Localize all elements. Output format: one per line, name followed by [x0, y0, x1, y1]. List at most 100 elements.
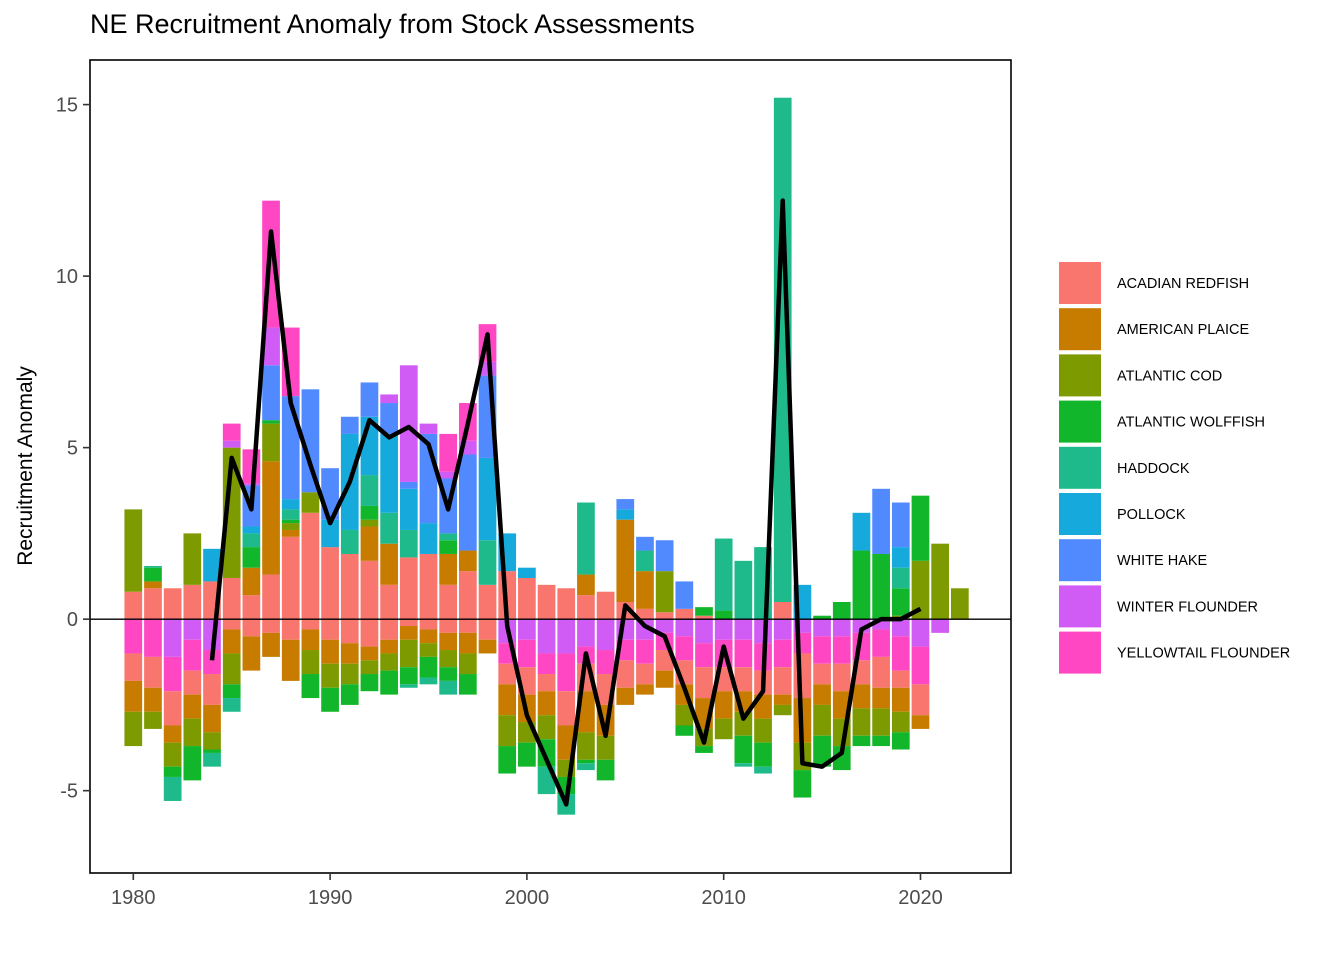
bar-segment-1989 [301, 512, 320, 620]
bar-segment-2007 [655, 571, 674, 613]
bar-segment-2000 [518, 742, 536, 767]
bar-segment-1991 [340, 619, 359, 644]
bar-segment-1981 [144, 687, 162, 712]
bar-segment-1991 [340, 529, 359, 554]
bar-segment-2019 [891, 687, 910, 712]
bar-segment-2004 [596, 619, 615, 651]
bar-segment-1988 [281, 536, 300, 620]
bar-segment-1991 [340, 684, 359, 705]
bar-segment-1982 [163, 691, 182, 726]
bar-segment-2004 [596, 650, 615, 675]
bar-segment-2011 [734, 639, 753, 668]
bar-segment-1996 [439, 619, 458, 633]
bar-segment-2001 [537, 619, 556, 654]
bar-segment-2011 [734, 711, 753, 736]
bar-segment-1990 [321, 619, 339, 640]
bar-segment-1998 [478, 639, 497, 654]
bar-segment-1998 [478, 584, 497, 620]
bar-segment-1983 [183, 619, 202, 640]
bar-segment-1999 [498, 684, 517, 716]
trend-line-layer [209, 198, 922, 807]
bar-segment-1992 [360, 674, 379, 692]
x-tick-label: 1980 [111, 887, 156, 909]
bar-segment-2017 [852, 684, 871, 709]
bar-segment-2001 [537, 584, 556, 620]
bar-segment-1995 [419, 553, 438, 620]
bar-segment-2005 [616, 509, 635, 520]
bar-segment-2009 [695, 667, 713, 699]
bar-segment-1981 [144, 581, 162, 589]
bar-segment-1993 [380, 433, 398, 513]
bar-segment-2018 [872, 629, 890, 657]
bar-segment-1995 [419, 423, 438, 434]
legend-label: ATLANTIC COD [1117, 368, 1222, 384]
legend-key [1059, 262, 1101, 304]
bar-segment-2018 [872, 619, 890, 630]
bar-segment-1982 [163, 776, 182, 801]
bar-segment-2002 [557, 691, 576, 726]
bar-segment-2011 [734, 667, 753, 692]
bar-segment-1986 [242, 533, 261, 548]
bar-segment-1995 [419, 643, 438, 657]
bar-segment-1984 [203, 752, 221, 767]
bar-segment-1984 [203, 732, 221, 750]
bar-segment-1989 [301, 674, 320, 699]
bar-segment-1982 [163, 619, 182, 657]
bar-segment-1997 [458, 454, 477, 551]
bar-segment-1996 [439, 533, 458, 541]
bar-segment-2020 [911, 684, 930, 716]
bar-segment-1983 [183, 694, 202, 719]
bar-segment-2006 [636, 608, 654, 620]
legend-label: HADDOCK [1117, 461, 1190, 477]
bar-segment-1984 [203, 704, 221, 733]
bar-segment-1985 [222, 619, 241, 630]
bar-segment-2015 [813, 619, 831, 637]
bar-segment-1997 [458, 632, 477, 654]
bar-segment-2008 [675, 636, 694, 661]
bar-segment-2018 [872, 708, 890, 736]
bar-segment-1987 [262, 327, 280, 366]
bar-segment-2019 [891, 732, 910, 750]
bar-segment-2012 [754, 742, 772, 767]
bar-segment-1996 [439, 540, 458, 554]
bar-segment-2003 [577, 763, 595, 771]
bar-segment-2011 [734, 619, 753, 640]
bar-segment-2000 [518, 619, 536, 640]
bar-segment-1992 [360, 619, 379, 647]
bar-segment-1985 [222, 440, 241, 448]
bar-segment-1992 [360, 660, 379, 675]
y-tick-label: -5 [60, 781, 78, 803]
bar-segment-2009 [695, 615, 713, 620]
bar-segment-2000 [518, 567, 536, 578]
bar-segment-2013 [773, 704, 792, 716]
legend-key [1059, 539, 1101, 582]
bar-segment-1992 [360, 519, 379, 527]
bar-segment-1994 [399, 557, 418, 620]
bar-segment-2006 [636, 550, 654, 572]
bar-segment-1984 [203, 749, 221, 753]
bar-segment-1980 [124, 619, 143, 654]
x-tick-label: 2000 [505, 887, 550, 909]
bar-segment-1990 [321, 547, 339, 620]
bar-segment-1987 [262, 423, 280, 462]
bar-segment-2004 [596, 759, 615, 781]
bar-segment-2006 [636, 639, 654, 664]
legend-label: ACADIAN REDFISH [1117, 276, 1249, 292]
bar-segment-2019 [891, 588, 910, 616]
bar-segment-2017 [852, 550, 871, 620]
legend-label: ATLANTIC WOLFFISH [1117, 415, 1265, 431]
x-tick-label: 1990 [308, 887, 353, 909]
bar-segment-1981 [144, 619, 162, 657]
bar-segment-1991 [340, 663, 359, 685]
bar-segment-1985 [222, 629, 241, 654]
bar-segment-2012 [754, 766, 772, 774]
bar-segment-1985 [222, 698, 241, 712]
bar-segment-2002 [557, 653, 576, 692]
bar-segment-2013 [773, 602, 792, 620]
bar-segment-1995 [419, 629, 438, 644]
bar-segment-2018 [872, 553, 890, 620]
bar-segment-1984 [203, 548, 221, 582]
bar-segment-1983 [183, 746, 202, 781]
x-tick-label: 2020 [898, 887, 943, 909]
bar-segment-1986 [242, 636, 261, 671]
